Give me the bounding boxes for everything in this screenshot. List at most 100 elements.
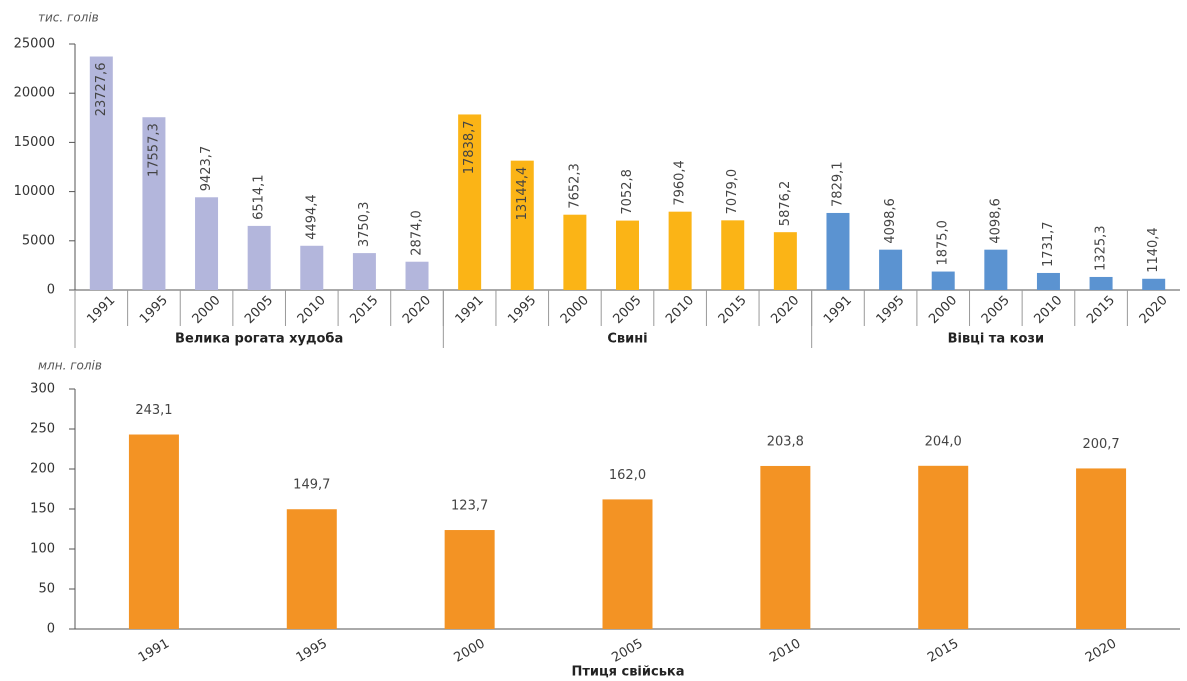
bar: [984, 250, 1007, 290]
bar: [1090, 277, 1113, 290]
x-tick-label: 2020: [1083, 636, 1119, 666]
x-tick-label: 2010: [1031, 293, 1065, 327]
value-label: 9423,7: [199, 146, 214, 192]
bar: [760, 466, 810, 629]
value-label: 203,8: [767, 434, 804, 449]
x-tick-label: 2005: [242, 293, 276, 327]
y-tick-label: 15000: [14, 135, 55, 150]
bar: [287, 509, 337, 629]
bar: [669, 212, 692, 290]
y-tick-label: 25000: [14, 37, 55, 52]
bar: [932, 272, 955, 290]
x-tick-label: 1995: [294, 636, 330, 666]
value-label: 17838,7: [462, 120, 477, 174]
x-tick-label: 1991: [821, 293, 855, 327]
x-tick-label: 2020: [1137, 293, 1171, 327]
value-label: 7652,3: [567, 163, 582, 209]
x-axis-label: Птиця свійська: [571, 665, 684, 680]
group-label: Вівці та кози: [948, 332, 1044, 347]
x-tick-label: 1995: [505, 293, 539, 327]
bar: [248, 226, 271, 290]
value-label: 200,7: [1082, 437, 1119, 452]
group-label: Велика рогата худоба: [175, 332, 343, 347]
value-label: 1325,3: [1094, 225, 1109, 271]
value-label: 4098,6: [883, 198, 898, 244]
y-tick-label: 20000: [14, 86, 55, 101]
bar: [918, 466, 968, 629]
y-tick-label: 250: [30, 422, 55, 437]
value-label: 7829,1: [830, 161, 845, 207]
group-label: Свині: [607, 332, 647, 347]
value-label: 162,0: [609, 468, 646, 483]
y-unit-label: млн. голів: [38, 359, 102, 373]
value-label: 23727,6: [94, 63, 109, 117]
x-tick-label: 2020: [768, 293, 802, 327]
value-label: 6514,1: [252, 174, 267, 220]
x-tick-label: 2015: [925, 636, 961, 666]
chart: тис. голів млн. голів Птиця свійська 0 50…: [0, 0, 1187, 681]
x-tick-label: 2000: [190, 293, 224, 327]
value-label: 3750,3: [357, 202, 372, 248]
bar: [616, 221, 639, 290]
value-label: 13144,4: [515, 167, 530, 221]
value-label: 1140,4: [1146, 227, 1161, 273]
x-tick-label: 1991: [453, 293, 487, 327]
y-tick-label: 200: [30, 462, 55, 477]
x-tick-label: 2000: [926, 293, 960, 327]
x-tick-label: 2010: [767, 636, 803, 666]
bar: [774, 232, 797, 290]
value-label: 7960,4: [673, 160, 688, 206]
x-tick-label: 2015: [347, 293, 381, 327]
y-tick-label: 300: [30, 382, 55, 397]
value-label: 149,7: [293, 478, 330, 493]
y-tick-label: 150: [30, 502, 55, 517]
bar: [300, 246, 323, 290]
value-label: 123,7: [451, 499, 488, 514]
y-tick-label: 10000: [14, 184, 55, 199]
y-tick-label: 0: [47, 622, 55, 637]
y-unit-label: тис. голів: [38, 11, 99, 25]
bar: [879, 250, 902, 290]
x-tick-label: 2005: [609, 636, 645, 666]
bar: [721, 220, 744, 290]
y-tick-label: 5000: [22, 233, 55, 248]
x-tick-label: 1995: [874, 293, 908, 327]
x-tick-label: 2010: [295, 293, 329, 327]
bar: [603, 499, 653, 629]
x-tick-label: 2010: [663, 293, 697, 327]
bar: [826, 213, 849, 290]
bar: [1142, 279, 1165, 290]
x-tick-label: 1995: [137, 293, 171, 327]
x-tick-label: 1991: [84, 293, 118, 327]
bar: [1076, 468, 1126, 629]
value-label: 204,0: [925, 434, 962, 449]
y-tick-label: 0: [47, 283, 55, 298]
x-tick-label: 2020: [400, 293, 434, 327]
y-tick-label: 100: [30, 542, 55, 557]
value-label: 4494,4: [304, 194, 319, 240]
bar: [563, 215, 586, 290]
value-label: 243,1: [135, 403, 172, 418]
y-tick-label: 50: [38, 582, 55, 597]
bar: [353, 253, 376, 290]
bar: [195, 197, 218, 290]
bar: [1037, 273, 1060, 290]
x-tick-label: 2015: [716, 293, 750, 327]
value-label: 7079,0: [725, 169, 740, 215]
value-label: 4098,6: [988, 198, 1003, 243]
value-label: 2874,0: [410, 210, 425, 256]
x-tick-label: 2000: [452, 636, 488, 666]
value-label: 1731,7: [1041, 221, 1056, 267]
value-label: 7052,8: [620, 169, 635, 215]
x-tick-label: 2005: [979, 293, 1013, 327]
x-tick-label: 2000: [558, 293, 592, 327]
x-tick-label: 2015: [1084, 293, 1118, 327]
bar: [406, 262, 429, 290]
value-label: 1875,0: [936, 220, 951, 266]
bar: [129, 435, 179, 629]
bar: [445, 530, 495, 629]
x-tick-label: 1991: [136, 636, 172, 666]
value-label: 17557,3: [146, 123, 161, 177]
x-tick-label: 2005: [610, 293, 644, 327]
value-label: 5876,2: [778, 181, 793, 227]
